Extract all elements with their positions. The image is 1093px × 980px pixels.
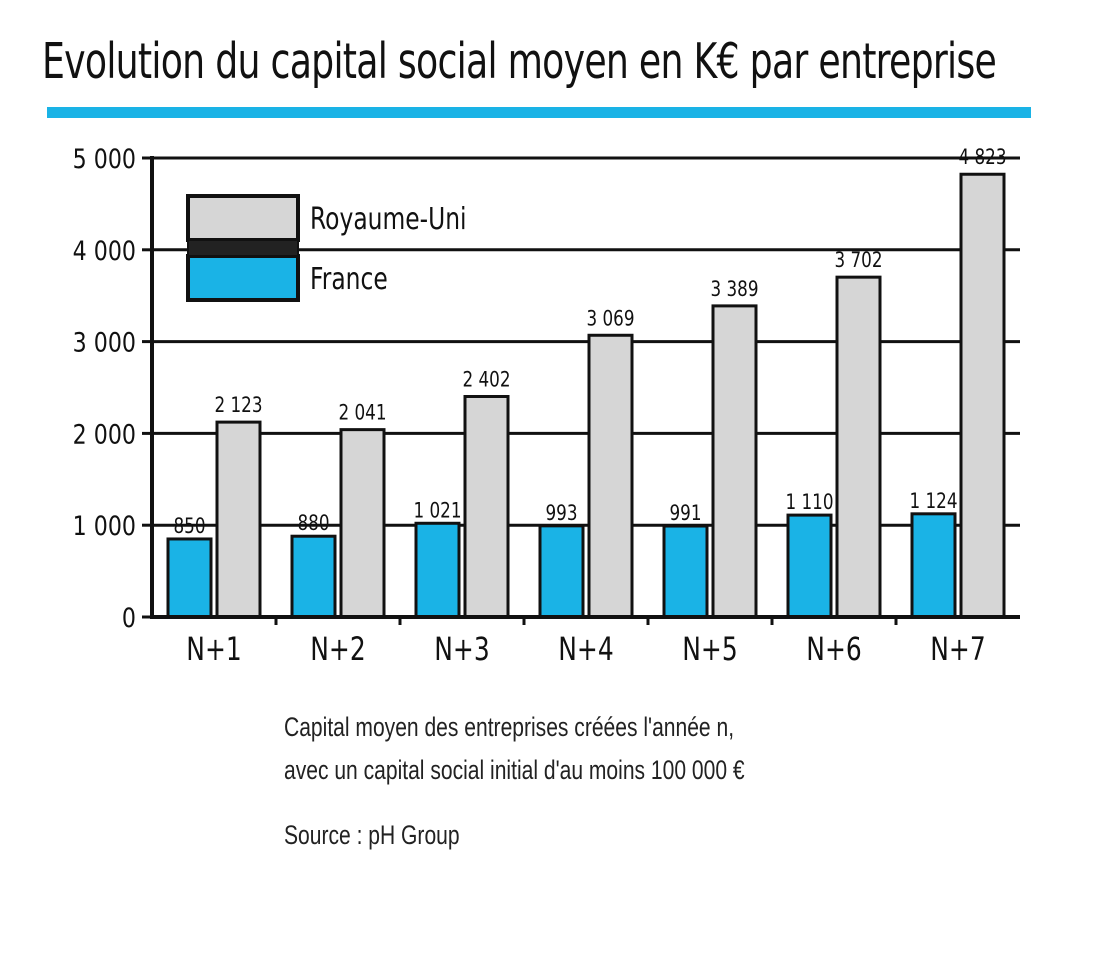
x-tick-label-n-4: N+4 [558, 630, 613, 668]
caption-line-1: Capital moyen des entreprises créées l'a… [284, 712, 735, 742]
bar-france-n-5 [662, 524, 709, 619]
axes: 0 1 000 2 000 3 000 4 000 5 000 N+1 N+2 N+3 N+4 N+… [73, 143, 1020, 668]
label-royaume-uni-n-6: 3 702 [834, 248, 882, 272]
legend-swatch-royaume-uni [186, 194, 300, 242]
bar-royaume-uni-n-6 [835, 275, 882, 619]
title-underline [47, 107, 1031, 118]
y-tick-label-0: 0 [122, 602, 136, 634]
bar-france-n-4 [538, 524, 585, 619]
y-tick-label-5000: 5 000 [73, 143, 136, 175]
legend-label-royaume-uni: Royaume-Uni [310, 202, 467, 237]
legend: Royaume-Uni France [186, 194, 467, 302]
label-france-n-2: 880 [297, 511, 329, 535]
legend-swatch-france [186, 254, 300, 302]
bar-royaume-uni-n-3 [463, 394, 510, 619]
label-france-n-7: 1 124 [909, 489, 957, 513]
bar-royaume-uni-n-7 [959, 172, 1006, 619]
label-royaume-uni-n-3: 2 402 [462, 368, 510, 392]
legend-label-france: France [310, 262, 388, 297]
label-france-n-1: 850 [173, 514, 205, 538]
label-france-n-3: 1 021 [413, 498, 461, 522]
x-tick-label-n-6: N+6 [806, 630, 861, 668]
bar-royaume-uni-n-4 [587, 333, 634, 619]
label-france-n-5: 991 [669, 501, 701, 525]
bar-royaume-uni-n-1 [215, 420, 262, 619]
label-royaume-uni-n-1: 2 123 [214, 393, 262, 417]
data-labels: 850 2 123 880 2 041 1 021 2 402 993 3 069 991 3 3… [173, 145, 1006, 538]
y-tick-label-3000: 3 000 [73, 326, 136, 358]
bar-france-n-3 [414, 521, 461, 619]
bar-royaume-uni-n-2 [339, 428, 386, 619]
x-tick-label-n-2: N+2 [310, 630, 365, 668]
x-tick-label-n-5: N+5 [682, 630, 737, 668]
label-royaume-uni-n-7: 4 823 [958, 145, 1006, 169]
bar-royaume-uni-n-5 [711, 304, 758, 619]
caption-line-2: avec un capital social initial d'au moin… [284, 755, 745, 785]
x-tick-label-n-3: N+3 [434, 630, 489, 668]
label-royaume-uni-n-4: 3 069 [586, 306, 634, 330]
legend-divider [187, 239, 299, 257]
label-france-n-6: 1 110 [785, 490, 833, 514]
label-france-n-4: 993 [545, 501, 577, 525]
y-tick-label-1000: 1 000 [73, 510, 136, 542]
label-royaume-uni-n-2: 2 041 [338, 401, 386, 425]
y-tick-label-2000: 2 000 [73, 418, 136, 450]
x-tick-label-n-7: N+7 [930, 630, 985, 668]
x-tick-label-n-1: N+1 [186, 630, 241, 668]
y-tick-label-4000: 4 000 [73, 235, 136, 267]
source-note: Source : pH Group [284, 820, 460, 850]
bar-france-n-2 [290, 534, 337, 619]
label-royaume-uni-n-5: 3 389 [710, 277, 758, 301]
bar-france-n-6 [786, 513, 833, 619]
bar-france-n-7 [910, 512, 957, 619]
bar-france-n-1 [166, 537, 213, 619]
